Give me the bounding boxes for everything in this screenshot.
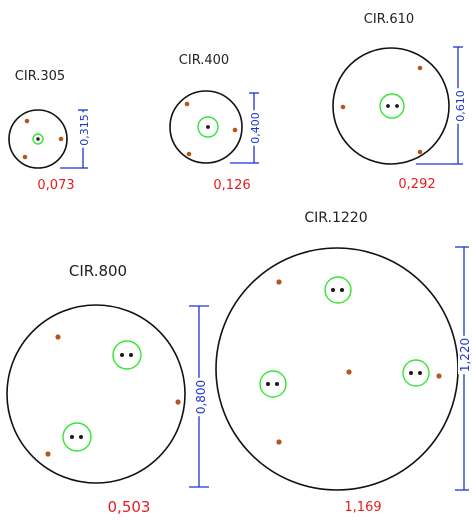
fixture-cir-1220: CIR.1220 1,220 1,169 — [215, 210, 472, 515]
area-label: 0,126 — [213, 178, 250, 193]
outline-circle-cir-1220 — [215, 247, 459, 491]
mounting-point — [55, 334, 61, 340]
mounting-point — [417, 149, 423, 155]
dimension-label-backdrop — [194, 377, 208, 417]
title-cir-610: CIR.610 — [364, 12, 414, 27]
lamp-dot — [395, 104, 399, 108]
fixture-cir-400: CIR.400 0,400 0,126 — [169, 53, 262, 193]
dimension-label: 1,220 — [458, 338, 472, 372]
mounting-point — [45, 451, 51, 457]
dimension-label: 0,400 — [249, 112, 262, 144]
area-label: 0,292 — [398, 177, 435, 192]
outline-circle-cir-610 — [332, 47, 450, 165]
outline-circle-cir-305 — [8, 109, 68, 169]
lamp-ring — [379, 93, 405, 119]
mounting-point — [417, 65, 423, 71]
lamp-ring — [324, 276, 352, 304]
outline-circle-cir-800 — [6, 304, 186, 484]
mounting-point — [276, 279, 282, 285]
fixture-cir-800: CIR.800 0,800 0,503 — [6, 262, 209, 516]
fixture-cir-610: CIR.610 0,610 0,292 — [332, 12, 467, 192]
dimension-label: 0,800 — [194, 380, 208, 414]
area-label: 1,169 — [344, 500, 381, 515]
lamp-dot — [340, 288, 344, 292]
lamp-dot — [129, 353, 133, 357]
outline-circle-cir-400 — [169, 90, 243, 164]
mounting-point — [346, 369, 352, 375]
lamp-dot — [275, 382, 279, 386]
lamp-dot — [79, 435, 83, 439]
lamp-ring — [32, 133, 44, 145]
lamp-ring — [402, 359, 430, 387]
lamp-dot — [386, 104, 390, 108]
lamp-dot — [409, 371, 413, 375]
lamp-dot — [36, 137, 40, 141]
lamp-dot — [206, 125, 210, 129]
lamp-ring — [197, 116, 219, 138]
dimension-label-backdrop — [454, 88, 467, 124]
area-label: 0,073 — [37, 178, 74, 193]
dimension-label: 0,610 — [454, 90, 467, 122]
fixture-cir-305: CIR.305 0,315 0,073 — [8, 69, 91, 193]
lamp-dot — [120, 353, 124, 357]
dimension-label: 0,315 — [78, 114, 91, 146]
mounting-point — [175, 399, 181, 405]
lamp-dot — [70, 435, 74, 439]
lamp-ring — [112, 340, 142, 370]
title-cir-305: CIR.305 — [15, 69, 65, 84]
lamp-dot — [266, 382, 270, 386]
lamp-ring — [62, 422, 92, 452]
mounting-point — [24, 118, 30, 124]
area-label: 0,503 — [108, 498, 151, 516]
lamp-ring — [259, 370, 287, 398]
dimension-label-backdrop — [249, 110, 262, 146]
mounting-point — [436, 373, 442, 379]
mounting-point — [58, 136, 64, 142]
title-cir-1220: CIR.1220 — [304, 210, 367, 226]
lamp-dot — [418, 371, 422, 375]
mounting-point — [276, 439, 282, 445]
lamp-dot — [331, 288, 335, 292]
dimension-label-backdrop — [78, 112, 91, 148]
title-cir-400: CIR.400 — [179, 53, 229, 68]
dimension-label-backdrop — [458, 335, 472, 375]
title-cir-800: CIR.800 — [69, 262, 127, 280]
mounting-point — [232, 127, 238, 133]
mounting-point — [184, 101, 190, 107]
mounting-point — [340, 104, 346, 110]
mounting-point — [186, 151, 192, 157]
mounting-point — [22, 154, 28, 160]
